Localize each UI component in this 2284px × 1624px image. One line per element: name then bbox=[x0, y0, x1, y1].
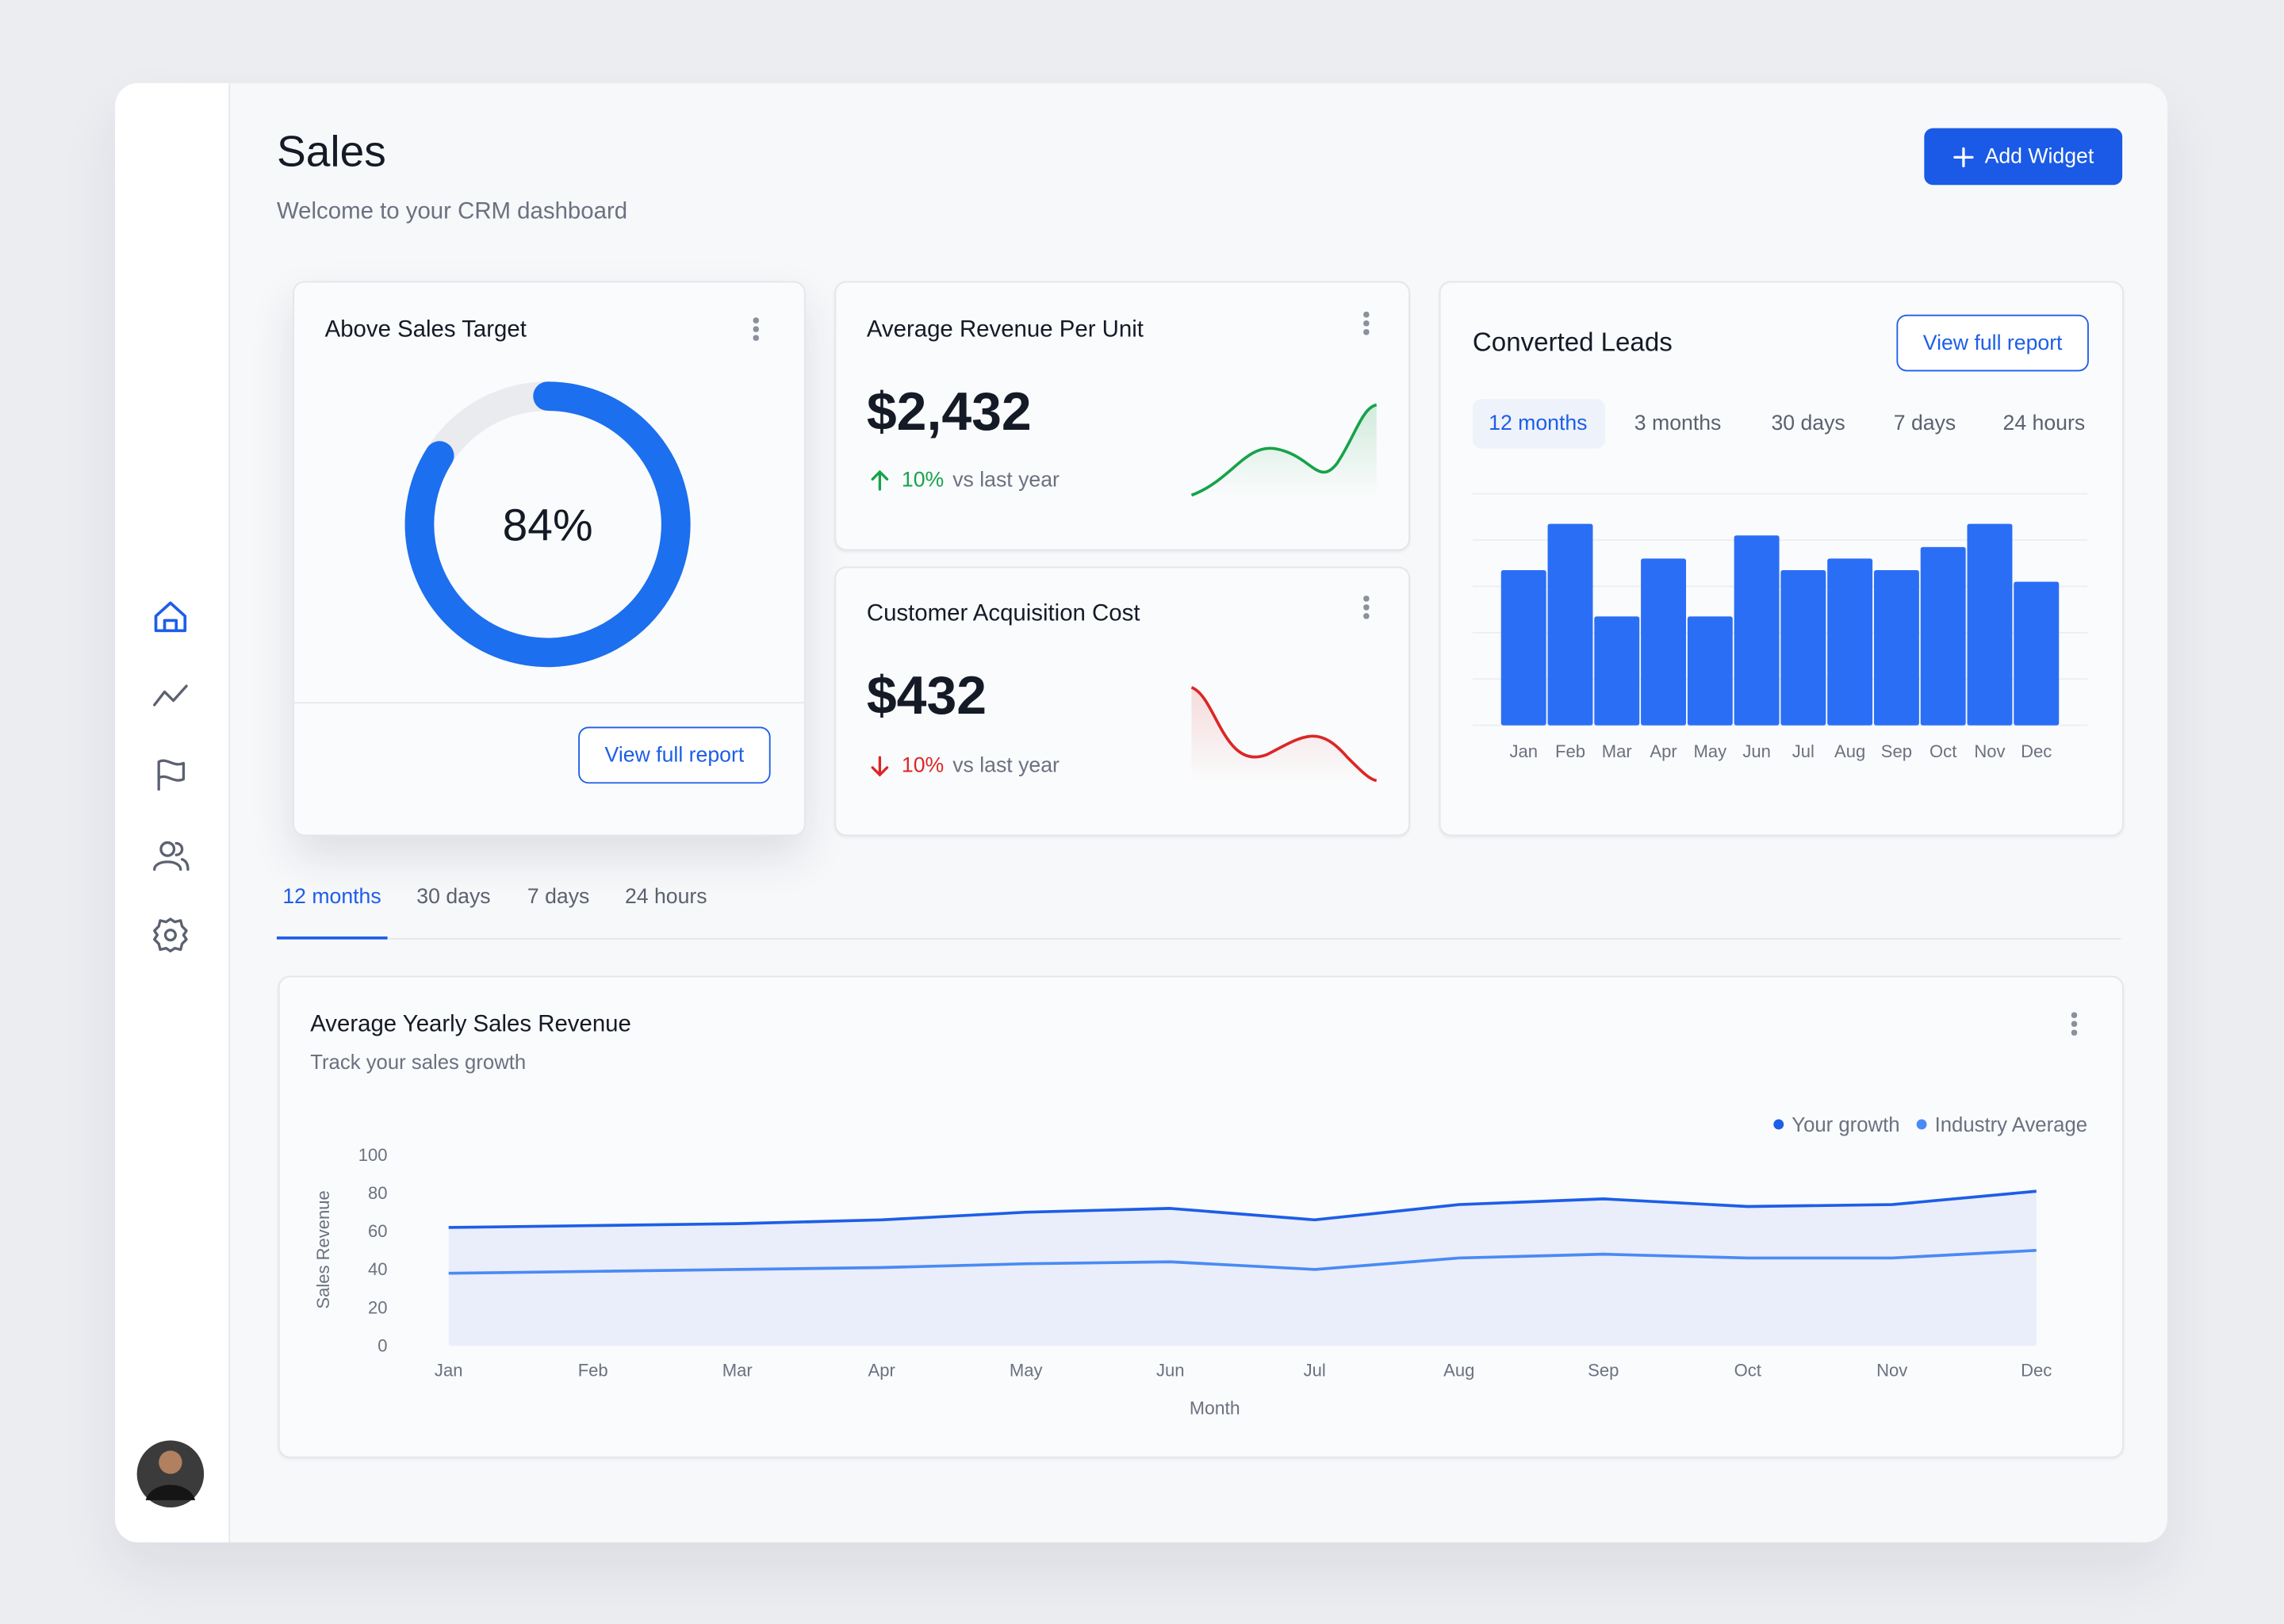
view-report-button[interactable]: View full report bbox=[1896, 314, 2089, 372]
flag-icon[interactable] bbox=[157, 759, 186, 791]
metric-value: $2,432 bbox=[866, 381, 1032, 442]
users-icon[interactable] bbox=[153, 841, 190, 871]
menu-button[interactable] bbox=[1363, 312, 1369, 338]
comparison: vs last year bbox=[952, 469, 1060, 492]
avatar[interactable] bbox=[136, 1440, 205, 1508]
tab[interactable]: 12 months bbox=[282, 885, 381, 910]
tab[interactable]: 24 hours bbox=[624, 885, 707, 910]
menu-button[interactable] bbox=[2071, 1012, 2077, 1039]
comparison: vs last year bbox=[952, 754, 1060, 778]
tab[interactable]: 7 days bbox=[527, 885, 590, 910]
page-subtitle: Welcome to your CRM dashboard bbox=[276, 199, 628, 224]
view-report-button[interactable]: View full report bbox=[578, 726, 771, 784]
change: 10% bbox=[901, 754, 945, 778]
menu-button[interactable] bbox=[753, 317, 759, 343]
divider bbox=[294, 702, 804, 704]
add-widget-button[interactable]: Add Widget bbox=[1924, 128, 2123, 186]
card-title: Converted Leads bbox=[1472, 327, 1673, 357]
active-tab-bg bbox=[1472, 399, 1606, 449]
card-title: Above Sales Target bbox=[324, 317, 527, 343]
card-title: Average Yearly Sales Revenue bbox=[310, 1012, 631, 1037]
button-label: Add Widget bbox=[1984, 144, 2094, 169]
sidebar bbox=[115, 82, 231, 1543]
plus-icon bbox=[1953, 146, 1973, 167]
tab[interactable]: 7 days bbox=[1893, 412, 1956, 436]
tab[interactable]: 12 months bbox=[1489, 412, 1588, 436]
tab[interactable]: 30 days bbox=[1771, 412, 1845, 436]
card-subtitle: Track your sales growth bbox=[310, 1050, 527, 1074]
tab[interactable]: 30 days bbox=[416, 885, 491, 910]
up-arrow bbox=[871, 469, 889, 491]
tab[interactable]: 3 months bbox=[1634, 412, 1722, 436]
menu-button[interactable] bbox=[1363, 596, 1369, 622]
tabs-divider bbox=[276, 937, 2121, 940]
home-icon[interactable] bbox=[154, 601, 187, 633]
active-tab-underline bbox=[276, 936, 388, 940]
revenue-chart-card bbox=[278, 975, 2124, 1458]
analytics-icon[interactable] bbox=[153, 684, 188, 707]
metric-value: $432 bbox=[866, 665, 987, 726]
card-title: Average Revenue Per Unit bbox=[866, 317, 1144, 343]
tab[interactable]: 24 hours bbox=[2002, 412, 2086, 436]
card-title: Customer Acquisition Cost bbox=[866, 601, 1140, 626]
settings-icon[interactable] bbox=[153, 917, 188, 953]
down-arrow bbox=[871, 756, 889, 777]
page-title: Sales bbox=[276, 128, 386, 177]
change: 10% bbox=[901, 469, 945, 492]
